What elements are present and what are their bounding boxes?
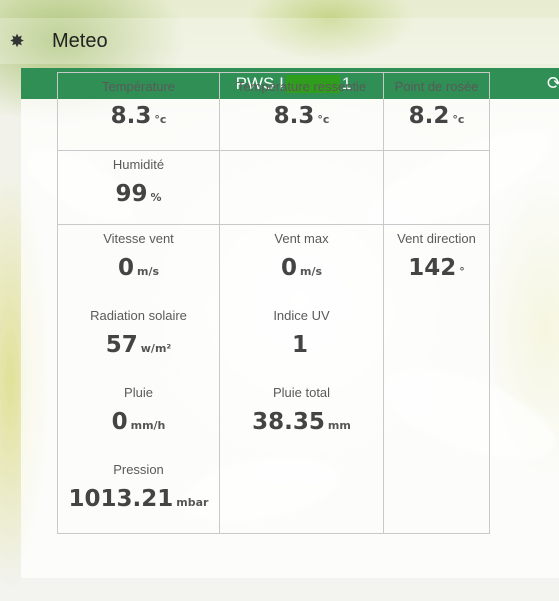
value-dew-point: 8.2 °c [408,103,465,129]
unit-humidity: % [150,191,162,204]
refresh-icon[interactable]: ⟳ [546,73,559,93]
label-temperature: Température [102,79,175,94]
cell-empty-1 [219,150,384,225]
block-wind-max: Vent max 0 m/s [220,225,383,302]
unit-solar-radiation: w/m² [140,342,172,355]
value-rain: 0 mm/h [111,409,166,435]
label-dew-point: Point de rosée [394,79,479,94]
label-wind-max: Vent max [274,231,329,246]
unit-dew-point: °c [452,113,465,126]
label-solar-radiation: Radiation solaire [90,308,187,323]
app-bar: ✸ Meteo [0,18,559,64]
label-rain-total: Pluie total [272,385,331,400]
unit-pressure: mbar [176,496,209,509]
block-uv-index: Indice UV 1 [220,302,383,379]
cell-dew-point: Point de rosée 8.2 °c [383,72,490,151]
label-pressure: Pression [113,462,164,477]
label-rain: Pluie [124,385,153,400]
block-solar-radiation: Radiation solaire 57 w/m² [58,302,219,379]
label-uv-index: Indice UV [273,308,330,323]
app-title: Meteo [52,29,108,52]
value-rain-total: 38.35 mm [252,409,351,435]
label-humidity: Humidité [112,157,165,172]
unit-temperature: °c [154,113,167,126]
value-wind-direction: 142 ° [408,255,465,281]
cell-column-right: Vent direction 142 ° [383,224,490,534]
block-wind-direction: Vent direction 142 ° [384,225,489,302]
block-rain: Pluie 0 mm/h [58,379,219,456]
block-wind-speed: Vitesse vent 0 m/s [58,225,219,302]
cell-column-middle: Vent max 0 m/s Indice UV 1 Pluie total 38… [219,224,384,534]
block-rain-total: Pluie total 38.35 mm [220,379,383,456]
cell-column-left: Vitesse vent 0 m/s Radiation solaire 57 w/… [57,224,220,534]
sun-icon: ✸ [9,30,25,51]
label-wind-direction: Vent direction [397,231,476,246]
value-feels-like: 8.3 °c [273,103,330,129]
block-pressure: Pression 1013.21 mbar [58,456,219,533]
unit-wind-speed: m/s [136,265,160,278]
unit-rain-total: mm [327,419,351,432]
unit-rain: mm/h [130,419,166,432]
value-humidity: 99% [115,181,162,207]
value-wind-speed: 0 m/s [117,255,160,281]
value-pressure: 1013.21 mbar [68,486,209,512]
unit-feels-like: °c [317,113,330,126]
unit-wind-max: m/s [299,265,323,278]
value-wind-max: 0 m/s [280,255,323,281]
unit-wind-direction: ° [459,265,465,278]
value-temperature: 8.3 °c [110,103,167,129]
cell-humidity: Humidité 99% [57,150,220,225]
measurements-grid: Température 8.3 °c Température ressentie … [57,72,490,534]
value-uv-index: 1 [291,332,308,358]
label-feels-like: Température ressentie [236,79,367,94]
cell-feels-like: Température ressentie 8.3 °c [219,72,384,151]
value-solar-radiation: 57 w/m² [105,332,172,358]
label-wind-speed: Vitesse vent [103,231,174,246]
cell-empty-2 [383,150,490,225]
cell-temperature: Température 8.3 °c [57,72,220,151]
